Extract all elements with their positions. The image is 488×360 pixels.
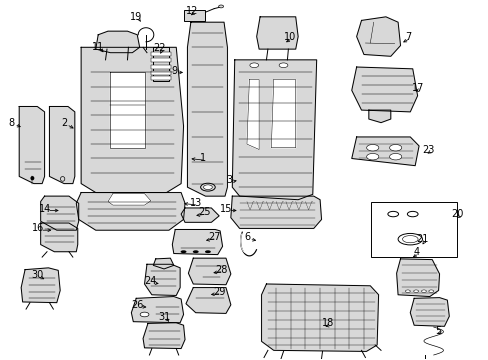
Polygon shape: [351, 137, 418, 166]
Polygon shape: [351, 67, 417, 112]
Text: 5: 5: [434, 325, 441, 336]
Polygon shape: [131, 297, 183, 323]
Ellipse shape: [421, 290, 426, 292]
Ellipse shape: [204, 250, 210, 253]
Text: 24: 24: [144, 276, 157, 286]
Ellipse shape: [402, 235, 417, 243]
Polygon shape: [368, 110, 390, 123]
Ellipse shape: [405, 290, 409, 292]
Text: 10: 10: [283, 32, 295, 41]
Ellipse shape: [279, 63, 287, 68]
Text: 12: 12: [186, 6, 198, 16]
Bar: [151, 58, 171, 62]
Polygon shape: [143, 323, 184, 348]
Polygon shape: [96, 31, 140, 53]
Bar: [370, 202, 456, 257]
Text: 14: 14: [39, 204, 51, 214]
Polygon shape: [81, 47, 183, 193]
Text: 20: 20: [450, 209, 463, 219]
Ellipse shape: [397, 233, 422, 245]
Text: 8: 8: [9, 118, 15, 128]
Ellipse shape: [407, 211, 417, 217]
Polygon shape: [356, 17, 400, 56]
Polygon shape: [172, 229, 222, 255]
Polygon shape: [261, 284, 378, 351]
Polygon shape: [41, 223, 78, 252]
Bar: [151, 76, 171, 80]
Ellipse shape: [428, 290, 433, 292]
Ellipse shape: [140, 312, 149, 317]
Ellipse shape: [389, 144, 401, 151]
Ellipse shape: [200, 183, 215, 191]
Ellipse shape: [218, 5, 223, 8]
Text: 7: 7: [404, 32, 410, 41]
Polygon shape: [19, 107, 44, 184]
Text: 30: 30: [31, 270, 43, 280]
Polygon shape: [144, 264, 180, 296]
Text: 22: 22: [153, 44, 165, 53]
Polygon shape: [396, 259, 439, 297]
Ellipse shape: [387, 211, 398, 217]
Polygon shape: [271, 80, 295, 148]
Text: 19: 19: [130, 12, 142, 22]
Text: 28: 28: [214, 265, 227, 275]
Polygon shape: [232, 60, 316, 200]
Polygon shape: [49, 107, 75, 184]
Bar: [151, 71, 171, 75]
Polygon shape: [187, 22, 227, 196]
Text: 23: 23: [422, 144, 434, 154]
Text: 27: 27: [207, 232, 220, 242]
Ellipse shape: [366, 153, 378, 160]
Text: 3: 3: [225, 175, 231, 185]
Polygon shape: [108, 194, 151, 205]
Polygon shape: [246, 80, 259, 149]
Text: 4: 4: [413, 247, 419, 257]
Text: 2: 2: [61, 118, 67, 128]
Polygon shape: [76, 193, 184, 230]
Text: 18: 18: [322, 319, 334, 328]
Polygon shape: [188, 258, 230, 285]
Bar: [183, 10, 205, 21]
Bar: [151, 64, 171, 69]
Text: 11: 11: [92, 42, 104, 52]
Text: 21: 21: [415, 234, 428, 244]
Polygon shape: [21, 268, 60, 303]
Polygon shape: [153, 258, 173, 269]
Bar: [151, 51, 171, 56]
Text: 17: 17: [411, 83, 424, 93]
Text: 31: 31: [158, 312, 170, 322]
Ellipse shape: [192, 250, 198, 253]
Ellipse shape: [180, 250, 186, 253]
Text: 26: 26: [131, 300, 143, 310]
Ellipse shape: [389, 153, 401, 160]
Text: 29: 29: [212, 287, 225, 297]
Text: 15: 15: [219, 204, 232, 214]
Ellipse shape: [413, 290, 418, 292]
Polygon shape: [181, 208, 219, 222]
Text: 16: 16: [32, 224, 44, 233]
Polygon shape: [256, 17, 298, 49]
Ellipse shape: [203, 185, 212, 189]
Polygon shape: [110, 72, 144, 148]
Ellipse shape: [30, 176, 34, 180]
Ellipse shape: [366, 144, 378, 151]
Bar: [153, 47, 168, 81]
Text: 9: 9: [171, 66, 177, 76]
Text: 1: 1: [200, 153, 206, 163]
Text: 13: 13: [189, 198, 202, 208]
Ellipse shape: [249, 63, 258, 68]
Polygon shape: [409, 298, 448, 326]
Text: 6: 6: [244, 232, 249, 242]
Polygon shape: [185, 288, 230, 314]
Text: 25: 25: [198, 207, 210, 217]
Polygon shape: [41, 196, 79, 230]
Polygon shape: [230, 196, 321, 228]
